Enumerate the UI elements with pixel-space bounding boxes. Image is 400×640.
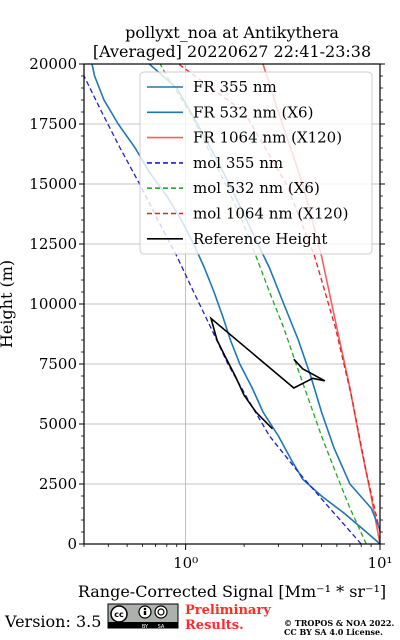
chart-subtitle: [Averaged] 20220627 22:41-23:38 [93,42,371,61]
cc-by-sa-badge: cc BY SA [107,603,179,630]
sa-icon [154,605,168,619]
legend-label: mol 355 nm [193,154,283,172]
by-label: BY [142,624,149,630]
series-line-5 [178,64,380,533]
legend-label: FR 532 nm (X6) [193,103,313,121]
y-tick-label: 15000 [29,175,77,193]
preliminary-label: Preliminary [185,603,271,618]
y-tick-label: 20000 [29,55,77,73]
cc-icon [110,605,128,623]
version-label: Version: 3.5 [4,612,101,631]
series-line-4 [159,64,367,544]
legend: FR 355 nm FR 532 nm (X6) FR 1064 nm (X120)… [139,71,373,255]
legend-label: Reference Height [193,230,327,248]
y-tick-label: 7500 [39,355,77,373]
y-tick-label: 17500 [29,115,77,133]
x-tick-label: 10¹ [367,554,392,572]
results-label: Results. [185,618,244,633]
copyright-line-1: © TROPOS & NOA 2022. [284,618,394,628]
copyright-line-2: CC BY SA 4.0 License. [284,627,383,637]
y-tick-label: 10000 [29,295,77,313]
y-axis-ticks: 0 2500 5000 7500 10000 12500 15000 17500 20000 [29,55,385,553]
cc-icon-label: cc [114,610,124,619]
legend-label: mol 1064 nm (X120) [193,205,348,223]
sa-label: SA [158,624,165,630]
y-tick-label: 2500 [39,475,77,493]
legend-label: FR 355 nm [193,78,277,96]
x-axis-label: Range-Corrected Signal [Mm⁻¹ * sr⁻¹] [78,582,386,601]
y-tick-label: 12500 [29,235,77,253]
series-line-6 [209,316,326,430]
legend-label: mol 532 nm (X6) [193,179,320,197]
y-axis-label: Height (m) [0,260,16,348]
legend-label: FR 1064 nm (X120) [193,129,342,147]
y-tick-label: 0 [67,535,77,553]
x-tick-label: 10⁰ [173,554,198,572]
legend-box [139,71,373,255]
chart-title: pollyxt_noa at Antikythera [125,23,339,42]
series-line-3 [84,75,362,544]
x-axis-ticks: 10⁰ 10¹ [83,544,393,572]
y-tick-label: 5000 [39,415,77,433]
series-line-0 [91,64,380,544]
